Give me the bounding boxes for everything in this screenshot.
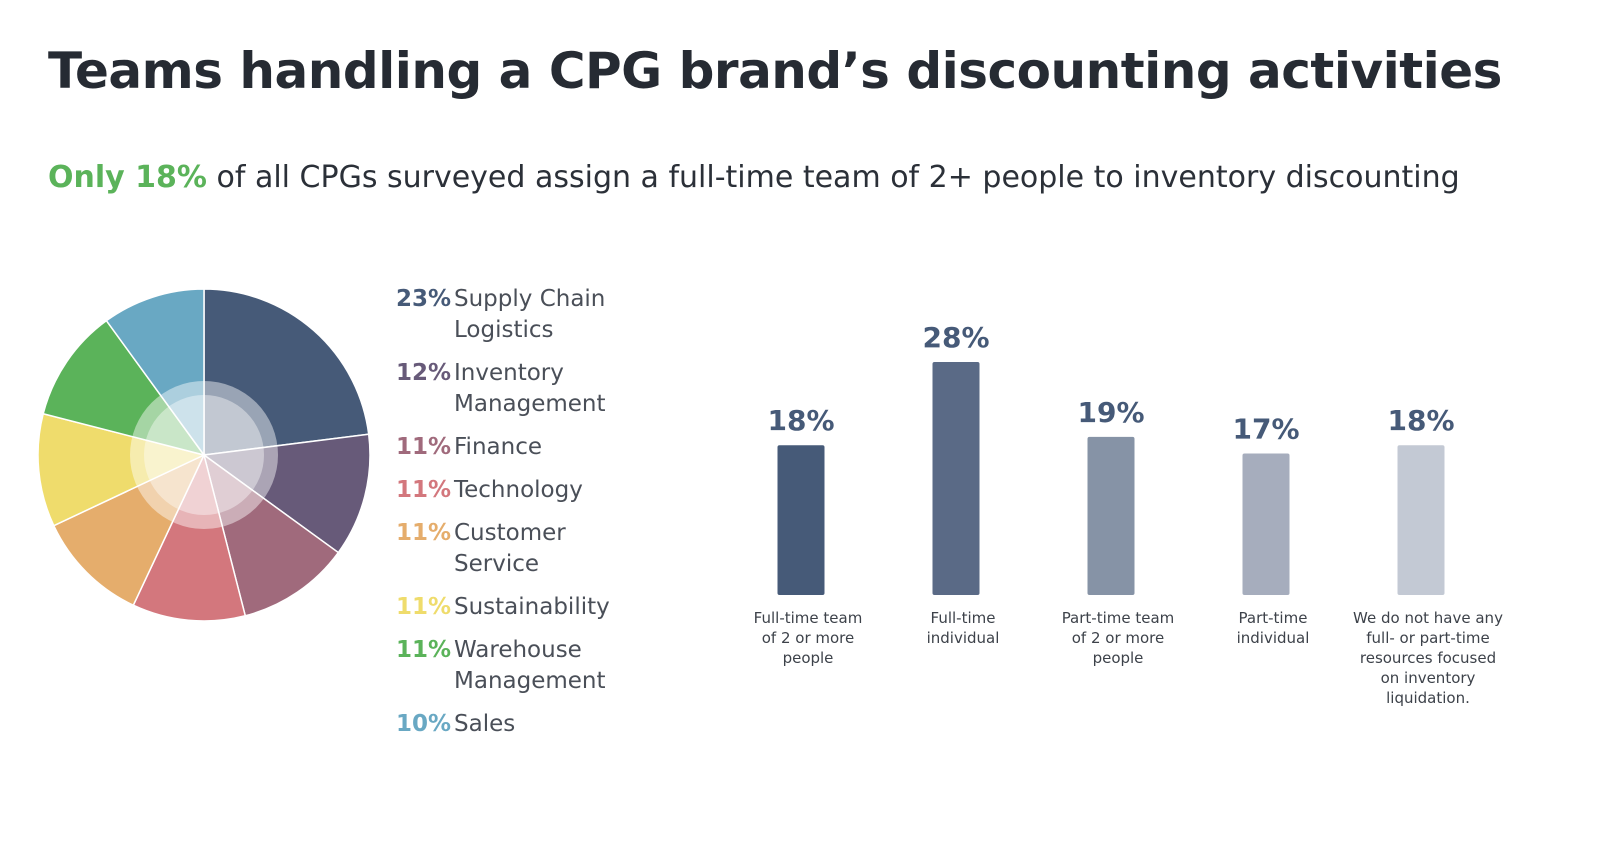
page-title: Teams handling a CPG brand’s discounting… xyxy=(48,42,1502,100)
bar-category-label: of 2 or more xyxy=(1072,629,1165,647)
pie-slice xyxy=(132,452,247,622)
bar-category-label: people xyxy=(783,649,834,667)
bar-category-label: of 2 or more xyxy=(762,629,855,647)
bar xyxy=(932,362,980,595)
legend-label: Customer Service xyxy=(454,520,566,577)
pie-slice xyxy=(37,412,207,527)
bar-category-label: on inventory xyxy=(1381,669,1476,687)
legend-label: Warehouse Management xyxy=(454,637,606,694)
pie-legend: 23% Supply Chain Logistics 12% Inventory Mana… xyxy=(396,284,656,752)
bar xyxy=(1242,453,1290,595)
legend-item: 12% Inventory Management xyxy=(396,358,656,420)
bar-value-label: 28% xyxy=(922,321,989,354)
pie-slice xyxy=(202,433,371,554)
bar-category-label: Full-time team xyxy=(754,609,863,627)
bar-category-label: Part-time team xyxy=(1062,609,1175,627)
pie-slice xyxy=(203,288,370,456)
legend-label: Sustainability xyxy=(454,594,610,620)
legend-item: 11% Customer Service xyxy=(396,518,656,580)
legend-label: Finance xyxy=(454,434,542,460)
pie-chart xyxy=(37,288,371,622)
bar-category-label: full- or part-time xyxy=(1366,629,1489,647)
legend-label: Technology xyxy=(454,477,583,503)
bar-category-label: resources focused xyxy=(1360,649,1496,667)
bar-chart: 18% Full-time team of 2 or more people 28% Fu… xyxy=(754,321,1503,707)
page-subtitle: Only 18% of all CPGs surveyed assign a f… xyxy=(48,160,1460,195)
pie-center-ring xyxy=(130,381,278,529)
bar-category-label: individual xyxy=(927,629,1000,647)
legend-value: 23% xyxy=(396,286,452,312)
bar-value-label: 18% xyxy=(767,404,834,437)
bar-value-label: 19% xyxy=(1077,396,1144,429)
bar xyxy=(1087,436,1135,595)
legend-value: 11% xyxy=(396,434,452,460)
pie-center-disc xyxy=(144,395,264,515)
legend-value: 11% xyxy=(396,477,452,503)
subtitle-highlight: Only 18% xyxy=(48,160,207,195)
legend-value: 10% xyxy=(396,711,452,737)
bar-category-label: liquidation. xyxy=(1386,689,1470,707)
legend-value: 11% xyxy=(396,520,452,546)
bar-category-label: individual xyxy=(1237,629,1310,647)
legend-label: Sales xyxy=(454,711,516,737)
legend-label: Inventory Management xyxy=(454,360,606,417)
bar-value-label: 18% xyxy=(1387,404,1454,437)
bar-category-label: Part-time xyxy=(1239,609,1308,627)
pie-slice xyxy=(105,288,205,458)
pie-slice xyxy=(52,453,206,607)
legend-label: Supply Chain Logistics xyxy=(454,286,606,343)
legend-value: 11% xyxy=(396,594,452,620)
bar-category-label: We do not have any xyxy=(1353,609,1503,627)
legend-item: 11% Technology xyxy=(396,475,656,506)
bar-category-label: people xyxy=(1093,649,1144,667)
bar-value-label: 17% xyxy=(1232,413,1299,446)
legend-item: 23% Supply Chain Logistics xyxy=(396,284,656,346)
pie-slice xyxy=(202,453,340,617)
bar xyxy=(1397,445,1445,595)
legend-item: 11% Finance xyxy=(396,432,656,463)
pie-slice xyxy=(42,319,206,457)
legend-value: 11% xyxy=(396,637,452,663)
legend-item: 11% Sustainability xyxy=(396,592,656,623)
bar-category-label: Full-time xyxy=(931,609,996,627)
legend-item: 10% Sales xyxy=(396,709,656,740)
subtitle-text: of all CPGs surveyed assign a full-time … xyxy=(206,160,1460,195)
legend-item: 11% Warehouse Management xyxy=(396,635,656,697)
legend-value: 12% xyxy=(396,360,452,386)
bar xyxy=(777,445,825,595)
